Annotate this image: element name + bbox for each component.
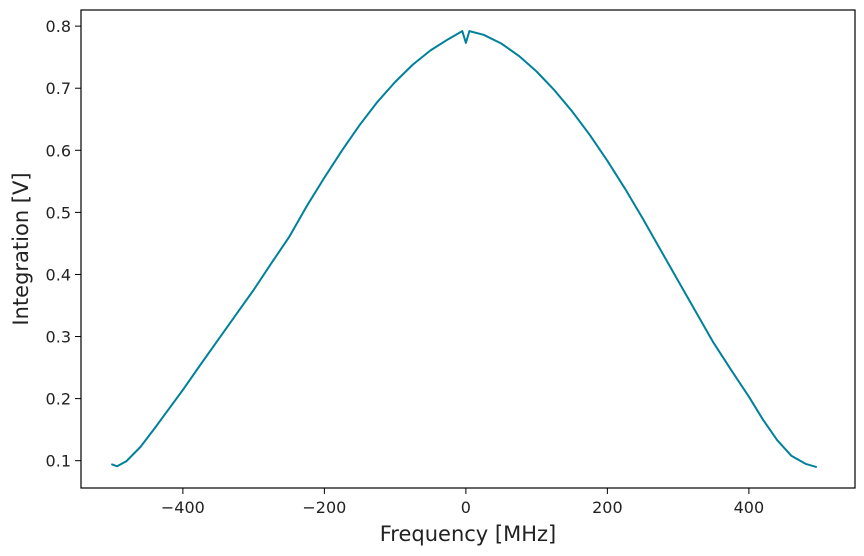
y-axis-ticks: 0.1 0.2 0.3 0.4 0.5 0.6 0.7 0.8 (46, 17, 81, 471)
y-axis-label: Integration [V] (9, 172, 33, 325)
y-tick-label: 0.2 (46, 390, 71, 409)
y-tick-label: 0.5 (46, 203, 71, 222)
x-tick-label: −200 (302, 498, 346, 517)
plot-area-frame (80, 9, 856, 489)
x-tick-label: 400 (734, 498, 765, 517)
x-tick-label: 0 (461, 498, 471, 517)
x-axis-ticks: −400 −200 0 200 400 (161, 488, 764, 517)
y-tick-label: 0.8 (46, 17, 71, 36)
x-axis-label: Frequency [MHz] (380, 522, 556, 546)
y-tick-label: 0.3 (46, 328, 71, 347)
y-tick-label: 0.1 (46, 452, 71, 471)
y-tick-label: 0.6 (46, 141, 71, 160)
x-tick-label: 200 (592, 498, 623, 517)
x-tick-label: −400 (161, 498, 205, 517)
y-tick-label: 0.7 (46, 79, 71, 98)
integration-series-line (111, 30, 818, 468)
y-tick-label: 0.4 (46, 265, 71, 284)
